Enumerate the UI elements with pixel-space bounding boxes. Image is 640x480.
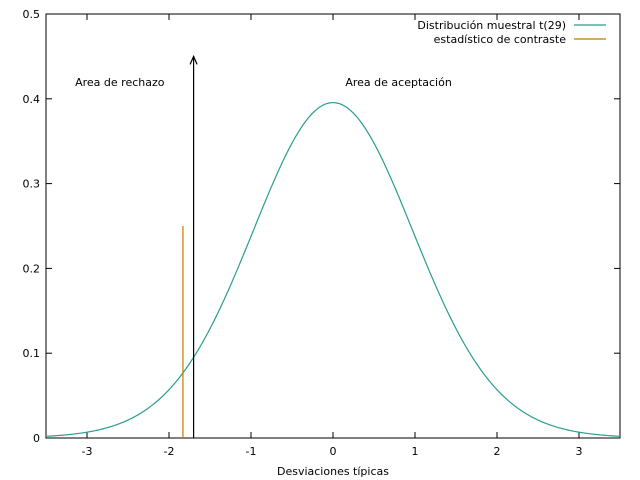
t-density-curve — [45, 101, 621, 437]
region-annotation: Area de rechazo — [75, 76, 165, 89]
x-tick-label: 2 — [494, 445, 501, 458]
x-axis-label: Desviaciones típicas — [277, 465, 389, 478]
region-annotation: Area de aceptación — [345, 76, 451, 89]
y-tick-label: 0.4 — [23, 93, 41, 106]
x-tick-label: 1 — [412, 445, 419, 458]
legend-label: estadístico de contraste — [434, 33, 567, 46]
y-tick-label: 0.2 — [23, 262, 41, 275]
y-tick-label: 0 — [33, 432, 40, 445]
legend-label: Distribución muestral t(29) — [417, 19, 566, 32]
x-tick-label: -2 — [164, 445, 175, 458]
y-tick-label: 0.1 — [23, 347, 41, 360]
critical-value-arrowhead — [189, 54, 198, 65]
annotations: Area de rechazo Area de aceptación — [75, 76, 452, 89]
y-tick-label: 0.5 — [23, 8, 41, 21]
x-tick-label: 0 — [330, 445, 337, 458]
ticks: -3 -2 -1 0 1 2 3 0 0.1 0.2 0.3 0.4 0.5 Desviaciones t… — [23, 8, 620, 478]
series — [45, 54, 621, 438]
x-tick-label: -3 — [82, 445, 93, 458]
x-tick-label: 3 — [576, 445, 583, 458]
y-tick-label: 0.3 — [23, 178, 41, 191]
x-tick-label: -1 — [246, 445, 257, 458]
legend: Distribución muestral t(29)estadístico d… — [417, 19, 606, 46]
